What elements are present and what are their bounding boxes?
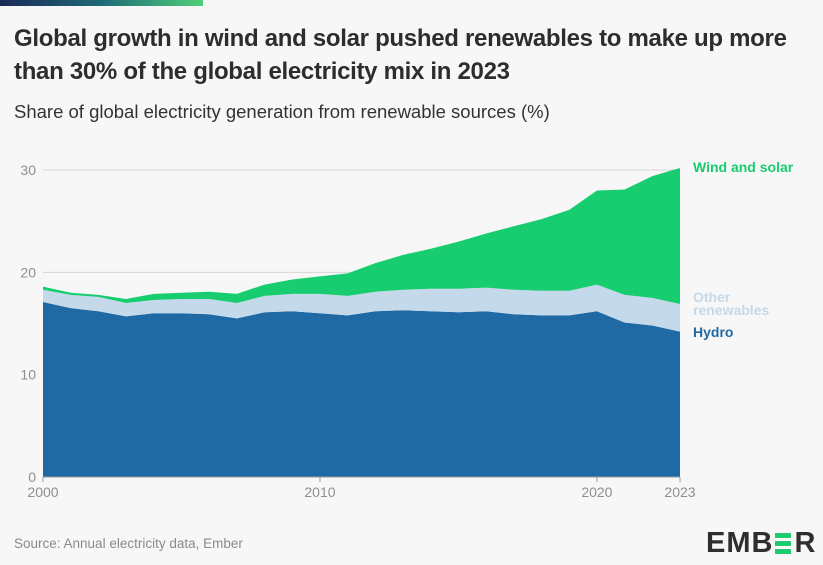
- legend-wind-and-solar: Wind and solar: [693, 159, 794, 175]
- chart-subtitle: Share of global electricity generation f…: [14, 101, 550, 122]
- y-tick-label: 30: [20, 162, 36, 178]
- legend-hydro: Hydro: [693, 324, 733, 340]
- x-tick-label: 2000: [27, 484, 58, 500]
- x-tick-label: 2020: [581, 484, 612, 500]
- area-wind-and-solar: [43, 167, 680, 305]
- area-hydro: [43, 302, 680, 477]
- x-tick-label: 2023: [664, 484, 695, 500]
- chart-header: Global growth in wind and solar pushed r…: [14, 22, 819, 124]
- y-tick-label: 20: [20, 264, 36, 280]
- x-tick-label: 2010: [304, 484, 335, 500]
- legend-other-renewables: Other renewables: [693, 289, 769, 318]
- ember-logo: EMB R: [706, 527, 817, 559]
- y-tick-label: 10: [20, 367, 36, 383]
- y-tick-label: 0: [28, 469, 36, 485]
- area-other-renewables: [43, 284, 680, 332]
- chart-title: Global growth in wind and solar pushed r…: [14, 25, 787, 85]
- top-accent-bar: [0, 0, 203, 6]
- source-note: Source: Annual electricity data, Ember: [14, 536, 243, 551]
